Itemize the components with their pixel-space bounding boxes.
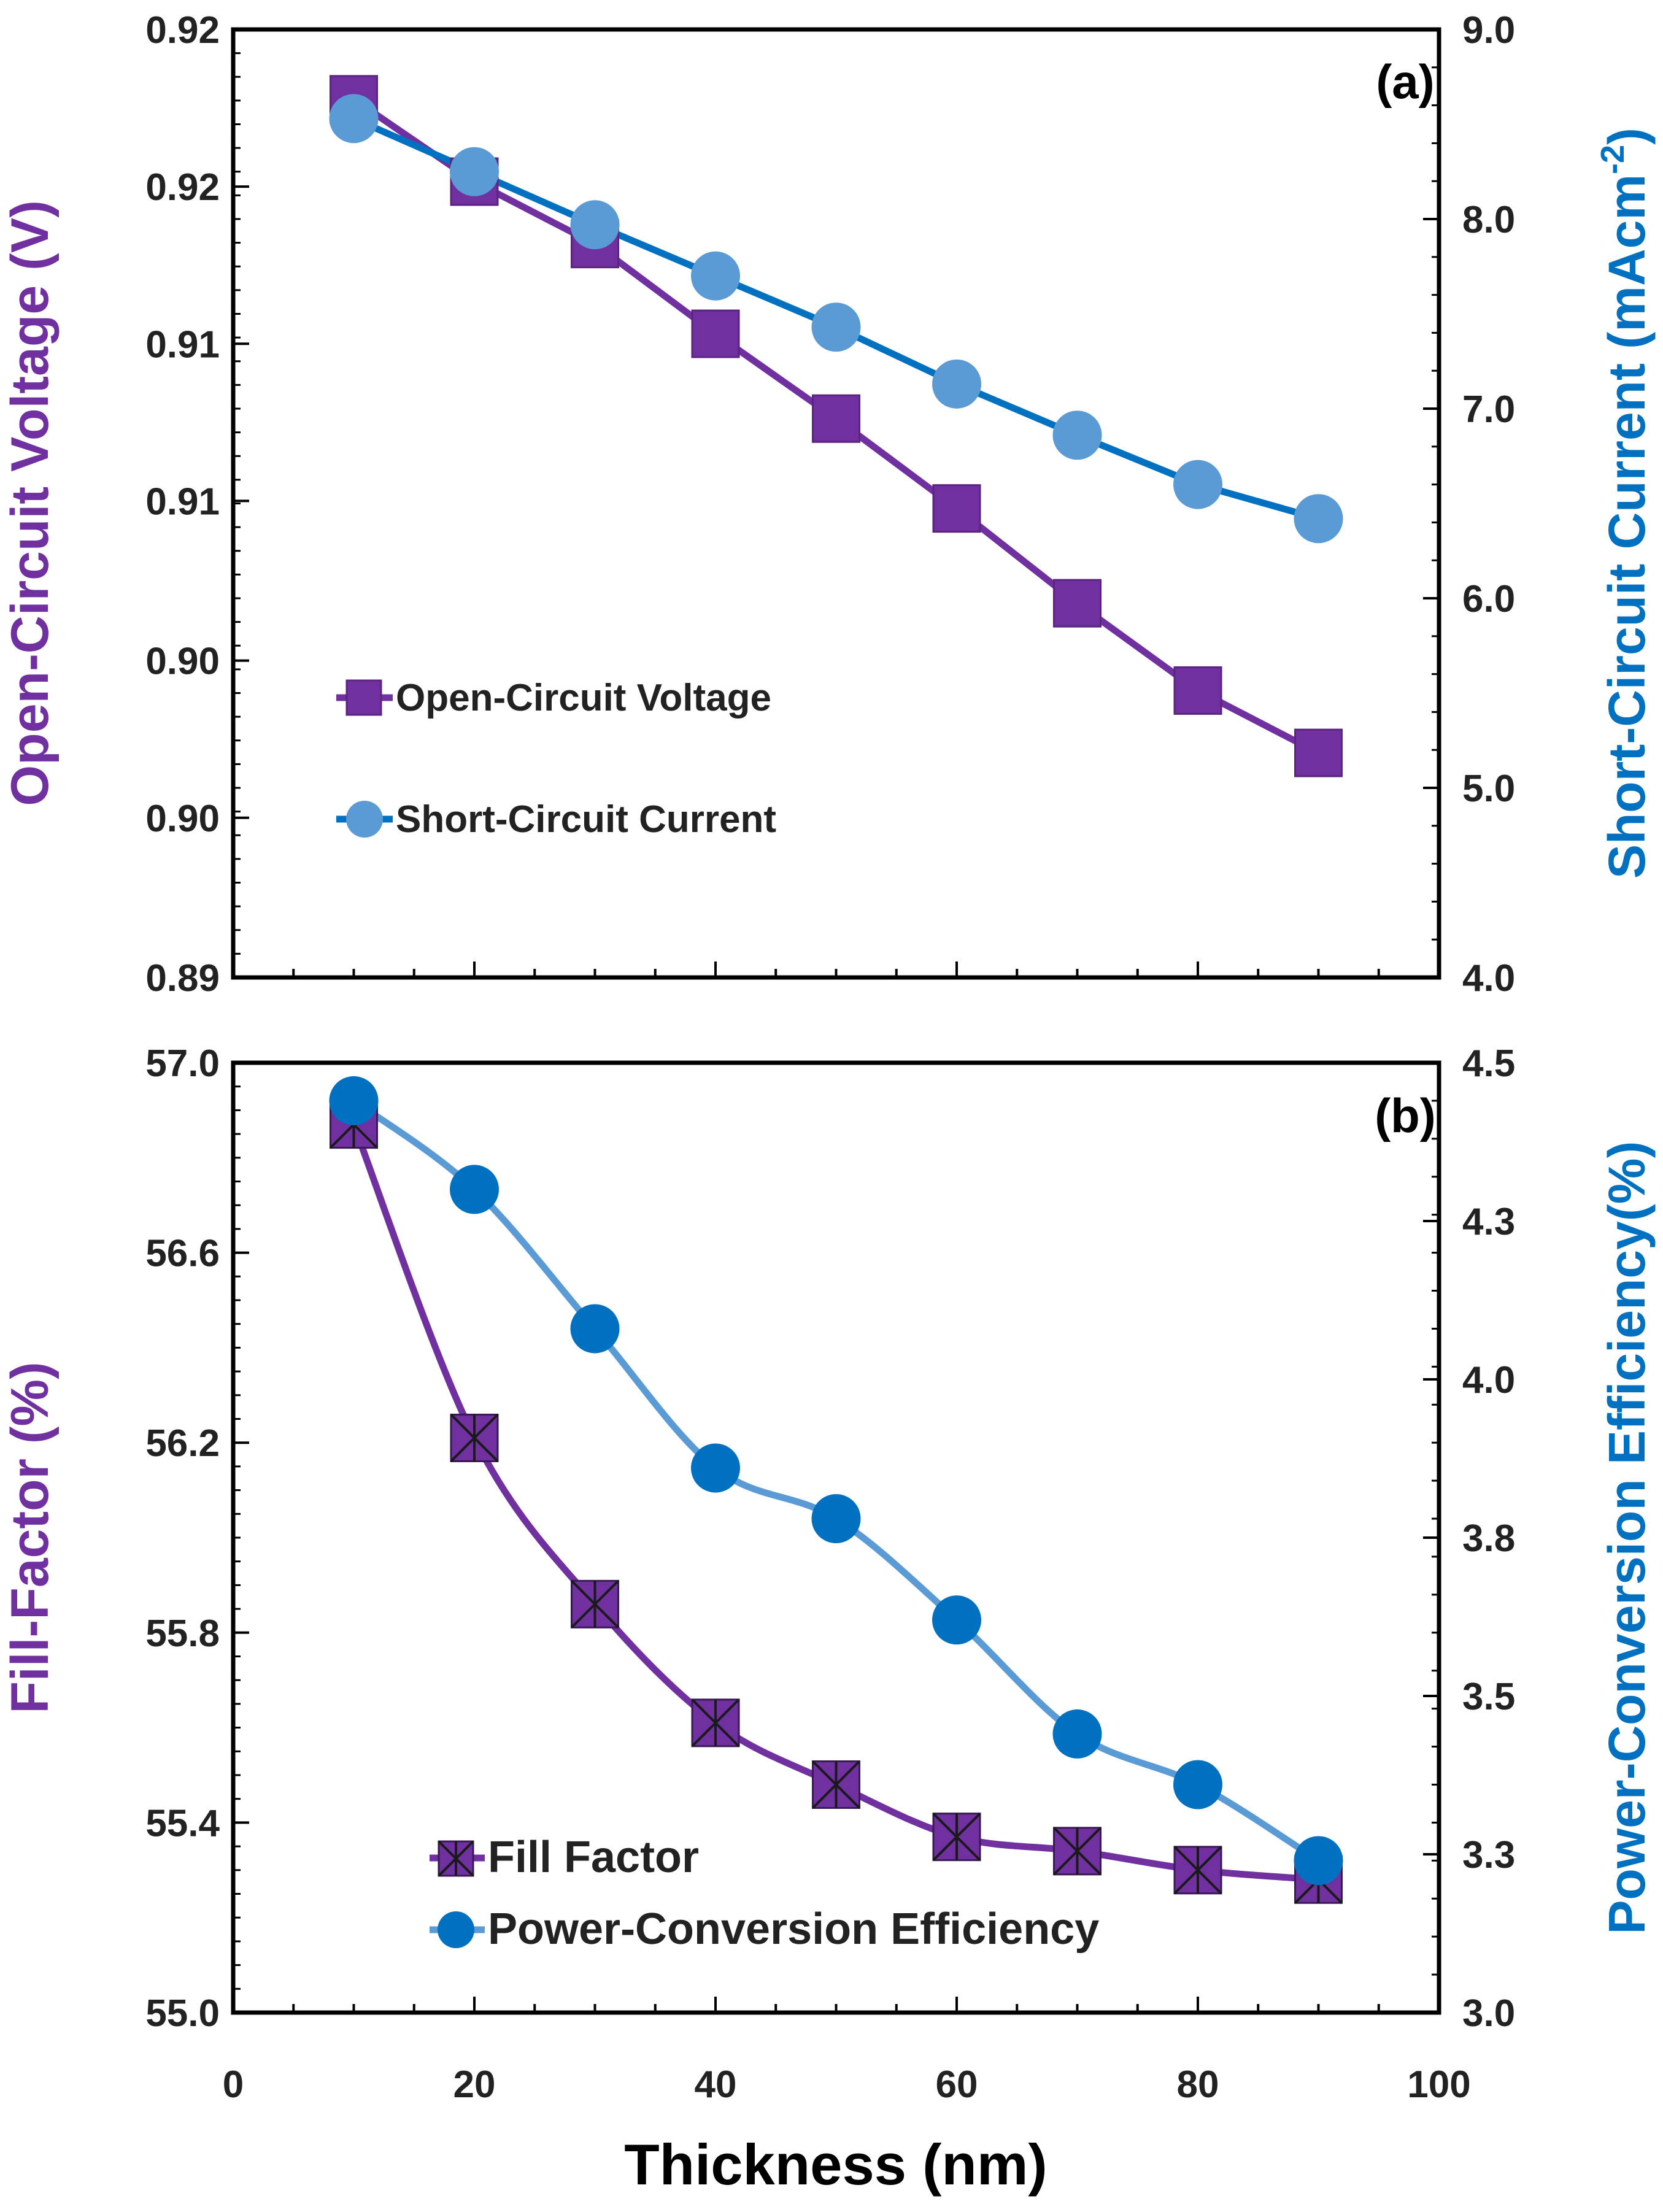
point-short-circuit-current-30	[570, 200, 620, 250]
point-fill-factor-30	[571, 1579, 619, 1628]
series-marker-layer	[329, 94, 1343, 544]
point-short-circuit-current-60	[932, 359, 981, 409]
point-fill-factor-60	[932, 1813, 981, 1862]
point-short-circuit-current-40	[691, 251, 740, 301]
right-tick-label: 3.0	[1462, 1992, 1515, 2035]
x-tick-label-100: 100	[1407, 2064, 1470, 2106]
x-tick-label-20: 20	[453, 2064, 496, 2106]
point-power-conversion-efficiency-60	[932, 1595, 981, 1645]
point-power-conversion-efficiency-70	[1052, 1709, 1102, 1759]
y-axis-label-left-a: Open-Circuit Voltage (V)	[1, 200, 60, 806]
left-ticks-a: 0.89 0.90 0.90 0.91 0.91 0.92 0.92	[145, 9, 249, 1000]
right-tick-label: 4.0	[1462, 957, 1515, 1000]
left-tick-label: 0.90	[145, 641, 220, 683]
point-open-circuit-voltage-40	[691, 309, 740, 358]
left-tick-label: 0.91	[145, 480, 220, 523]
left-tick-label: 0.92	[145, 166, 220, 209]
right-tick-label: 5.0	[1462, 768, 1515, 810]
right-ticks-b: 3.0 3.3 3.5 3.8 4.0 4.3 4.5	[1423, 1042, 1515, 2035]
panel-a: 0.89 0.90 0.90 0.91 0.91 0.92 0.92 4.0 5.0 6.0 7.…	[1, 9, 1656, 1000]
y-axis-label-right-b: Power-Conversion Efficiency(%)	[1598, 1141, 1656, 1935]
point-open-circuit-voltage-80	[1173, 666, 1222, 715]
point-power-conversion-efficiency-80	[1173, 1760, 1222, 1809]
legend-marker-ocv	[345, 679, 382, 716]
right-tick-label: 7.0	[1462, 388, 1515, 431]
legend-b: Fill Factor Power-Conversion Efficiency	[430, 1833, 1099, 1954]
y-axis-label-right-a-main: Short-Circuit Current (mAcm	[1598, 174, 1656, 879]
x-ticks-b	[292, 1997, 1380, 2013]
y-axis-label-right-a-sup: -2	[1594, 145, 1631, 174]
series-marker-layer	[330, 1100, 1343, 1904]
x-tick-label-0: 0	[223, 2064, 244, 2106]
point-open-circuit-voltage-50	[812, 394, 860, 443]
right-tick-label: 6.0	[1462, 578, 1515, 620]
series-a	[329, 75, 1343, 777]
point-short-circuit-current-90	[1294, 494, 1343, 544]
point-power-conversion-efficiency-90	[1294, 1836, 1343, 1886]
left-tick-label: 0.91	[145, 323, 220, 366]
left-tick-label: 55.4	[145, 1802, 220, 1844]
point-open-circuit-voltage-60	[932, 484, 981, 533]
right-ticks-a: 4.0 5.0 6.0 7.0 8.0 9.0	[1423, 9, 1515, 1000]
point-power-conversion-efficiency-50	[811, 1494, 861, 1544]
point-fill-factor-40	[691, 1698, 740, 1748]
legend-text-pce: Power-Conversion Efficiency	[488, 1905, 1099, 1954]
point-short-circuit-current-20	[450, 147, 499, 196]
right-tick-label: 3.5	[1462, 1676, 1515, 1718]
panel-label-b: (b)	[1375, 1089, 1436, 1143]
point-short-circuit-current-70	[1052, 410, 1102, 460]
point-power-conversion-efficiency-10	[329, 1076, 379, 1125]
point-power-conversion-efficiency-30	[570, 1304, 620, 1354]
right-tick-label: 3.3	[1462, 1834, 1515, 1876]
y-axis-label-left-b: Fill-Factor (%)	[1, 1362, 60, 1713]
right-tick-label: 8.0	[1462, 199, 1515, 241]
point-fill-factor-50	[812, 1760, 860, 1809]
series-b	[329, 1076, 1343, 1904]
y-axis-label-right-a-tail: )	[1598, 128, 1656, 145]
series-marker-layer	[329, 1076, 1343, 1886]
left-tick-label: 55.8	[145, 1613, 220, 1655]
left-tick-label: 55.0	[145, 1992, 220, 2035]
point-short-circuit-current-80	[1173, 460, 1222, 509]
left-tick-label: 56.6	[145, 1233, 220, 1275]
x-tick-label-40: 40	[695, 2064, 737, 2106]
x-axis-label: Thickness (nm)	[624, 2132, 1048, 2197]
x-tick-label-80: 80	[1177, 2064, 1219, 2106]
right-tick-label: 4.3	[1462, 1201, 1515, 1243]
panel-b: 55.0 55.4 55.8 56.2 56.6 57.0 3.0 3.3 3.5 3.8 4.0…	[1, 1042, 1656, 2035]
point-power-conversion-efficiency-40	[691, 1443, 740, 1493]
right-tick-label: 4.5	[1462, 1042, 1515, 1085]
legend-marker-pce	[438, 1911, 474, 1948]
right-tick-label: 9.0	[1462, 9, 1515, 52]
x-ticks-a	[292, 961, 1380, 977]
legend-text-ff: Fill Factor	[488, 1833, 699, 1882]
left-ticks-b: 55.0 55.4 55.8 56.2 56.6 57.0	[145, 1042, 249, 2035]
point-fill-factor-70	[1053, 1827, 1102, 1876]
point-power-conversion-efficiency-20	[450, 1165, 499, 1214]
left-tick-label: 57.0	[145, 1042, 220, 1085]
legend-a: Open-Circuit Voltage Short-Circuit Curre…	[336, 677, 776, 841]
legend-text-ocv: Open-Circuit Voltage	[396, 677, 771, 719]
left-tick-label: 0.89	[145, 957, 220, 1000]
right-tick-label: 4.0	[1462, 1359, 1515, 1401]
point-open-circuit-voltage-90	[1294, 728, 1343, 777]
point-short-circuit-current-50	[811, 303, 861, 352]
left-tick-label: 0.90	[145, 798, 220, 840]
point-short-circuit-current-10	[329, 94, 379, 144]
point-fill-factor-80	[1173, 1846, 1222, 1895]
x-tick-label-60: 60	[936, 2064, 978, 2106]
legend-marker-jsc	[346, 801, 383, 838]
point-fill-factor-20	[450, 1413, 499, 1462]
left-tick-label: 0.92	[145, 9, 220, 52]
legend-marker-ff	[438, 1840, 474, 1877]
legend-text-jsc: Short-Circuit Current	[396, 798, 776, 841]
right-tick-label: 3.8	[1462, 1517, 1515, 1560]
x-tick-labels: 0 20 40 60 80 100	[223, 2064, 1471, 2106]
point-open-circuit-voltage-70	[1053, 579, 1102, 628]
left-tick-label: 56.2	[145, 1422, 220, 1465]
panel-label-a: (a)	[1376, 55, 1434, 109]
y-axis-label-right-a: Short-Circuit Current (mAcm-2)	[1594, 128, 1656, 879]
